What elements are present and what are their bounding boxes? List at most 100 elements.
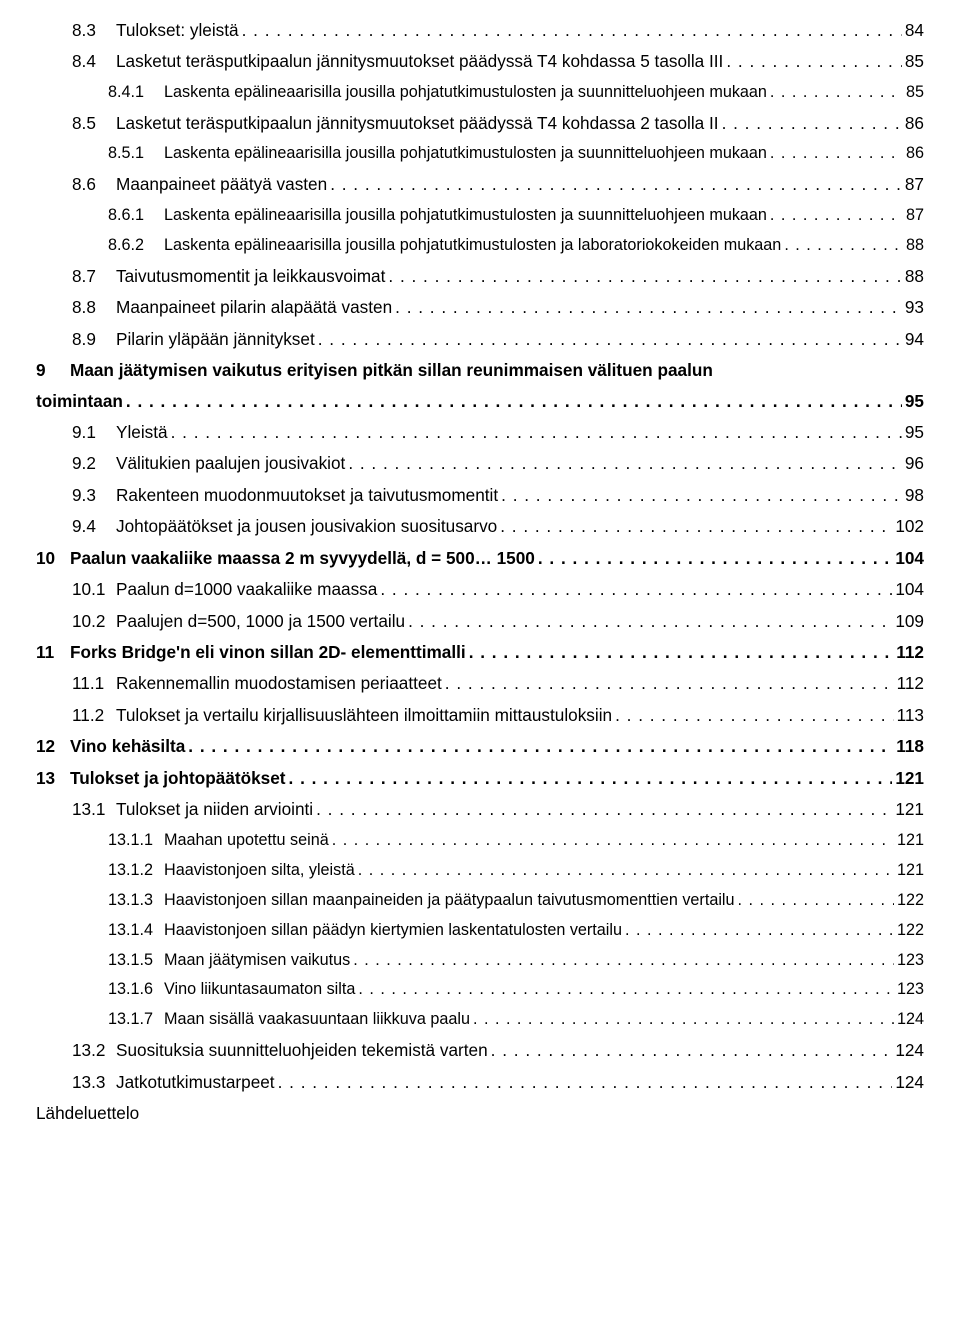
toc-page: 86 xyxy=(906,142,924,165)
toc-entry: 13.1.4Haavistonjoen sillan päädyn kierty… xyxy=(36,919,924,942)
toc-number: 11.2 xyxy=(72,703,116,728)
toc-page: 104 xyxy=(895,577,924,602)
toc-leader xyxy=(770,204,903,227)
toc-title: Tulokset ja vertailu kirjallisuuslähteen… xyxy=(116,703,612,728)
toc-entry: 13.3Jatkotutkimustarpeet124 xyxy=(36,1070,924,1095)
toc-number: 9.2 xyxy=(72,451,116,476)
toc-page: 86 xyxy=(905,111,924,136)
toc-page: 85 xyxy=(905,49,924,74)
toc-number: 13.3 xyxy=(72,1070,116,1095)
toc-title: Vino liikuntasaumaton silta xyxy=(164,978,355,1001)
toc-page: 124 xyxy=(897,1008,924,1031)
toc-number: 13.1 xyxy=(72,797,116,822)
toc-title: Maan jäätymisen vaikutus erityisen pitkä… xyxy=(70,360,713,380)
toc-entry: 12Vino kehäsilta118 xyxy=(36,734,924,759)
toc-leader xyxy=(738,889,894,912)
toc-leader xyxy=(318,327,902,352)
toc-page: 118 xyxy=(896,734,924,759)
toc-leader xyxy=(625,919,894,942)
toc-entry: 13.1.6Vino liikuntasaumaton silta123 xyxy=(36,978,924,1001)
toc-number: 8.6.1 xyxy=(108,204,164,227)
toc-number: 9 xyxy=(36,358,70,383)
toc-title: Paalujen d=500, 1000 ja 1500 vertailu xyxy=(116,609,405,634)
toc-title: Tulokset ja johtopäätökset xyxy=(70,766,286,791)
toc-leader xyxy=(500,514,892,539)
toc-number: 8.7 xyxy=(72,264,116,289)
toc-entry: 9.4Johtopäätökset ja jousen jousivakion … xyxy=(36,514,924,539)
toc-entry: 13.1.2Haavistonjoen silta, yleistä 121 xyxy=(36,859,924,882)
toc-page: 121 xyxy=(895,797,924,822)
toc-final: Lähdeluettelo xyxy=(36,1101,924,1126)
toc-page: 124 xyxy=(895,1038,924,1063)
toc-number: 11 xyxy=(36,640,70,665)
toc-page: 123 xyxy=(897,978,924,1001)
toc-page: 121 xyxy=(897,829,924,852)
toc-page: 84 xyxy=(905,18,924,43)
toc-page: 98 xyxy=(905,483,924,508)
toc-number: 12 xyxy=(36,734,70,759)
toc-entry: 13.1.5Maan jäätymisen vaikutus123 xyxy=(36,949,924,972)
toc-entry: 13.1.3Haavistonjoen sillan maanpaineiden… xyxy=(36,889,924,912)
toc-title: Lasketut teräsputkipaalun jännitysmuutok… xyxy=(116,111,719,136)
toc-leader xyxy=(469,640,894,665)
toc-leader xyxy=(353,949,894,972)
toc-leader xyxy=(316,797,892,822)
toc-entry: 13.2Suosituksia suunnitteluohjeiden teke… xyxy=(36,1038,924,1063)
toc-leader xyxy=(380,577,892,602)
toc-title: Forks Bridge'n eli vinon sillan 2D- elem… xyxy=(70,640,466,665)
toc-number: 13.1.5 xyxy=(108,949,164,972)
toc-number: 8.6.2 xyxy=(108,234,164,257)
toc-page: 113 xyxy=(897,703,924,728)
toc-page: 109 xyxy=(895,609,924,634)
toc-title: Laskenta epälineaarisilla jousilla pohja… xyxy=(164,204,767,227)
toc-page: 87 xyxy=(906,204,924,227)
toc-number: 8.3 xyxy=(72,18,116,43)
toc-page: 121 xyxy=(897,859,924,882)
toc-page: 112 xyxy=(896,640,924,665)
toc-entry: 11.1Rakennemallin muodostamisen periaatt… xyxy=(36,671,924,696)
toc-title: Yleistä xyxy=(116,420,168,445)
toc-leader xyxy=(408,609,892,634)
toc-entry: 11.2Tulokset ja vertailu kirjallisuusläh… xyxy=(36,703,924,728)
toc-page: 95 xyxy=(905,420,924,445)
toc-entry: 9.3Rakenteen muodonmuutokset ja taivutus… xyxy=(36,483,924,508)
toc-number: 13 xyxy=(36,766,70,791)
toc-leader xyxy=(770,142,903,165)
toc-leader xyxy=(784,234,903,257)
toc-leader xyxy=(289,766,893,791)
toc-page: 123 xyxy=(897,949,924,972)
toc-number: 8.6 xyxy=(72,172,116,197)
toc-number: 13.1.4 xyxy=(108,919,164,942)
toc-entry: 13.1.7Maan sisällä vaakasuuntaan liikkuv… xyxy=(36,1008,924,1031)
toc-leader xyxy=(726,49,902,74)
toc-number: 10.2 xyxy=(72,609,116,634)
toc-title: Paalun d=1000 vaakaliike maassa xyxy=(116,577,377,602)
toc-entry: 8.9Pilarin yläpään jännitykset94 xyxy=(36,327,924,352)
toc-title: Suosituksia suunnitteluohjeiden tekemist… xyxy=(116,1038,488,1063)
toc-leader xyxy=(501,483,902,508)
toc-title: Rakennemallin muodostamisen periaatteet xyxy=(116,671,442,696)
toc-leader xyxy=(388,264,901,289)
toc-entry: 13.1.1Maahan upotettu seinä 121 xyxy=(36,829,924,852)
toc-page: 124 xyxy=(895,1070,924,1095)
toc-leader xyxy=(538,546,892,571)
toc-title: Maahan upotettu seinä xyxy=(164,829,329,852)
toc-leader xyxy=(491,1038,893,1063)
toc-page: 93 xyxy=(905,295,924,320)
toc-entry: 8.4Lasketut teräsputkipaalun jännitysmuu… xyxy=(36,49,924,74)
toc-number: 13.1.2 xyxy=(108,859,164,882)
toc-page: 85 xyxy=(906,81,924,104)
toc-leader xyxy=(615,703,894,728)
toc-number: 10 xyxy=(36,546,70,571)
toc-page: 122 xyxy=(897,919,924,942)
toc-number: 13.1.1 xyxy=(108,829,164,852)
toc-page: 104 xyxy=(895,546,924,571)
toc-title: Haavistonjoen silta, yleistä xyxy=(164,859,355,882)
toc-entry: 10.2Paalujen d=500, 1000 ja 1500 vertail… xyxy=(36,609,924,634)
toc-leader xyxy=(278,1070,893,1095)
toc-leader xyxy=(188,734,893,759)
toc-leader xyxy=(358,859,894,882)
toc-leader xyxy=(358,978,894,1001)
toc-page: 96 xyxy=(905,451,924,476)
toc-leader xyxy=(722,111,902,136)
